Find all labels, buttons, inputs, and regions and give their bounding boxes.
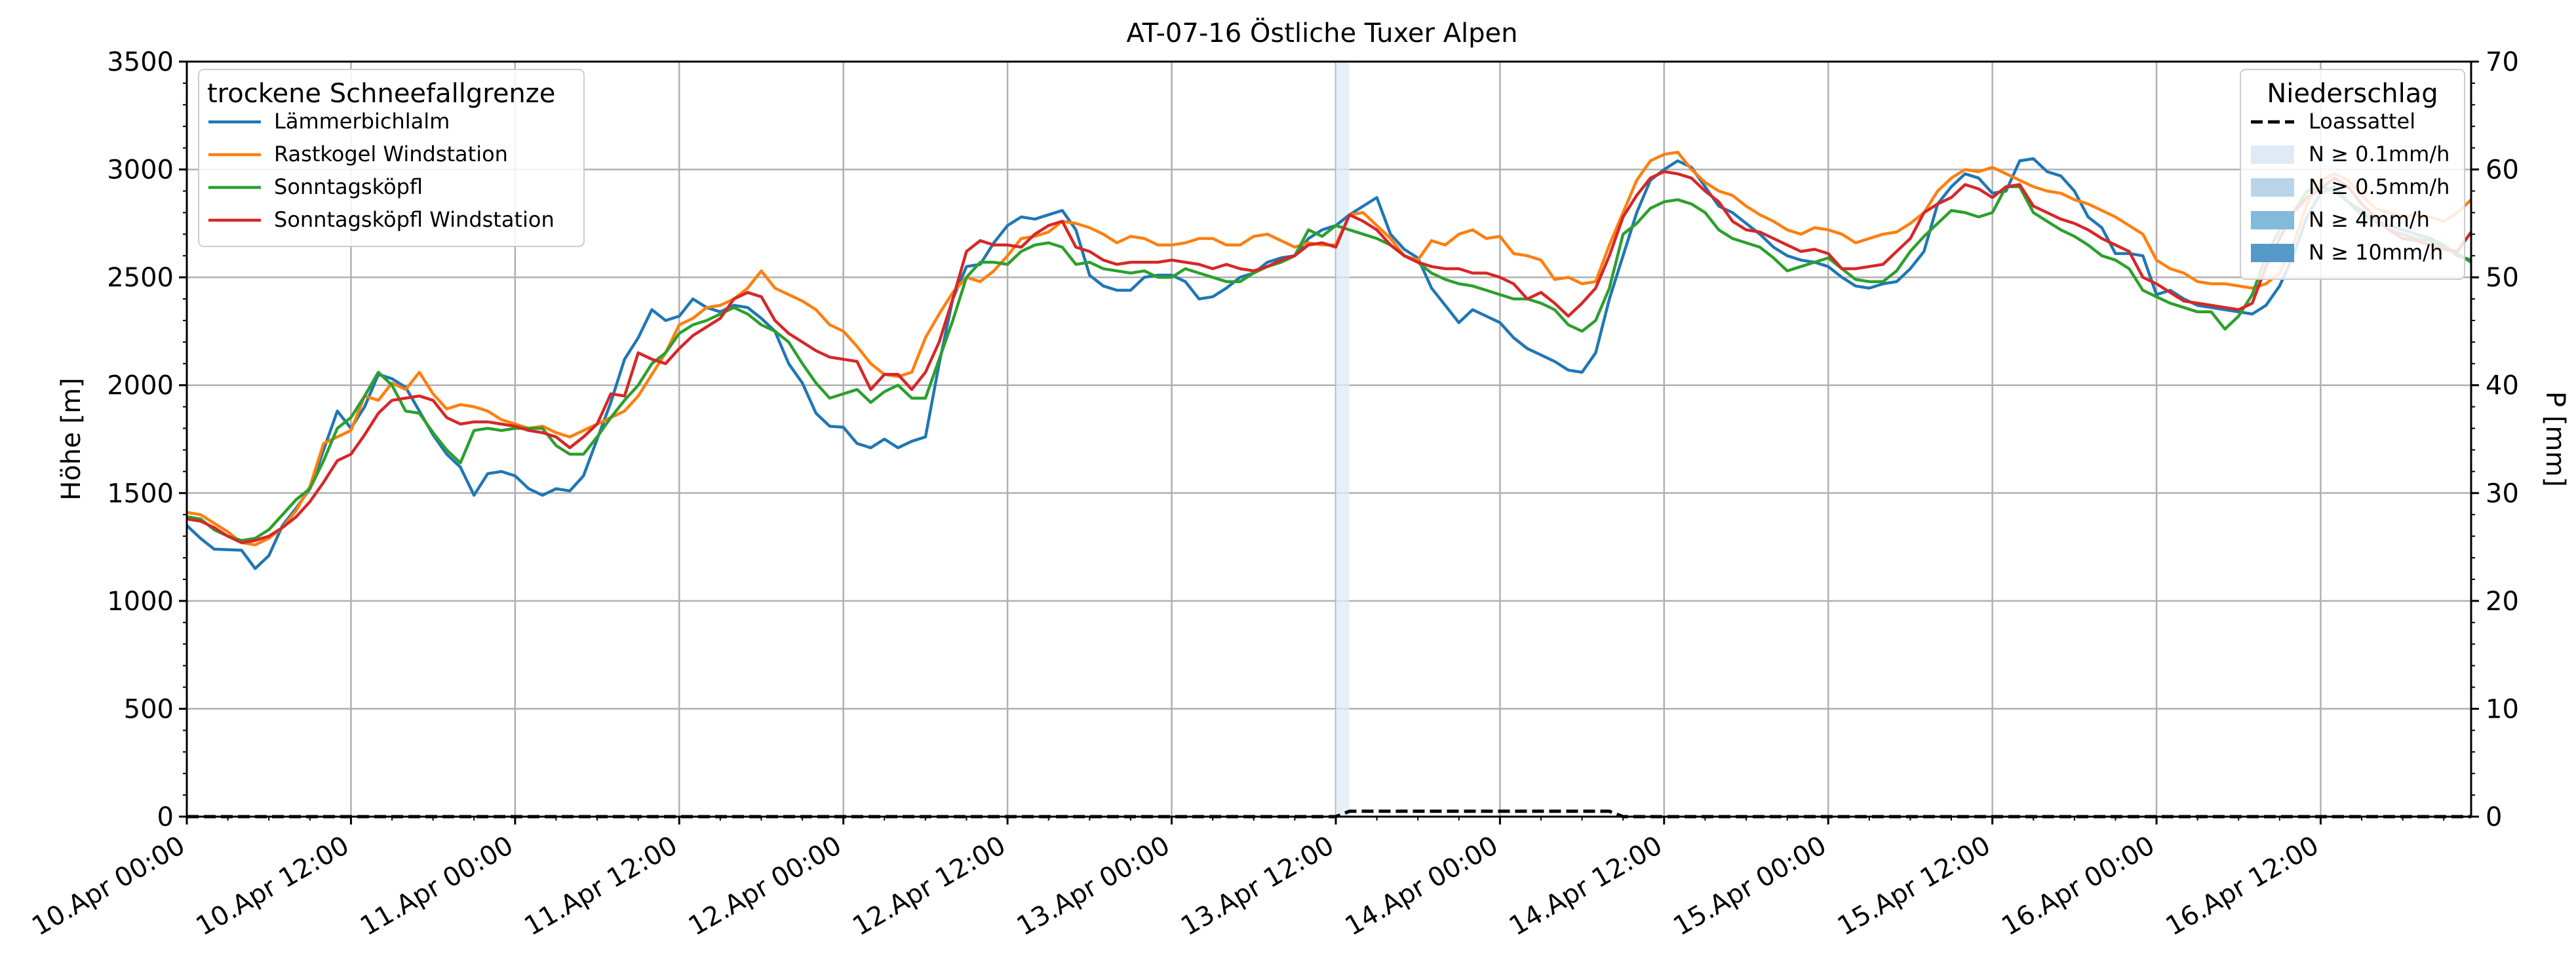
y2-tick-label-1: 10 [2486,694,2519,724]
x-tick-label-9: 14.Apr 12:00 [1504,830,1668,942]
y2-tick-label-5: 50 [2486,263,2519,293]
y-tick-label-3: 1500 [107,478,174,509]
legend-precipitation-box [2240,69,2465,280]
x-tick-label-3: 11.Apr 12:00 [519,830,682,942]
y-tick-label-0: 0 [157,802,174,832]
y-tick-label-1: 500 [124,694,174,724]
legend-swatch-band-3 [2251,211,2294,229]
x-tick-label-1: 10.Apr 12:00 [191,830,355,942]
legend-label-precip-2: N ≥ 0.5mm/h [2309,174,2449,199]
legend-swatch-band-2 [2251,178,2294,197]
plot-frame [185,60,2472,818]
legend-precipitation-title: Niederschlag [2267,79,2438,109]
legend-swatch-band-4 [2251,244,2294,262]
y2-tick-label-4: 40 [2486,371,2519,401]
series-lines [185,150,2472,570]
legend-label-series-4: Sonntagsköpfl Windstation [274,207,555,232]
x-tick-label-11: 15.Apr 12:00 [1833,830,1996,942]
x-tick-label-12: 16.Apr 00:00 [1997,830,2160,942]
y-tick-label-5: 2500 [107,263,174,293]
y2-tick-label-0: 0 [2486,802,2502,832]
legend-precipitation: Niederschlag Loassattel N ≥ 0.1mm/h N ≥ 0.… [2240,69,2465,280]
series-line-3 [186,185,2472,542]
y-tick-label-4: 2000 [107,371,174,401]
x-tick-label-8: 14.Apr 00:00 [1340,830,1503,942]
y-tick-label-2: 1000 [107,587,174,617]
legend-label-series-3: Sonntagsköpfl [274,174,423,199]
legend-label-precip-4: N ≥ 10mm/h [2309,240,2443,265]
x-tick-label-10: 15.Apr 00:00 [1668,830,1831,942]
y2-tick-label-2: 20 [2486,587,2519,617]
y-tick-label-7: 3500 [107,47,174,77]
legend-snowline: trockene Schneefallgrenze Lämmerbichlalm… [198,69,585,247]
x-tick-label-7: 13.Apr 12:00 [1176,830,1339,942]
legend-snowline-box [198,69,585,247]
x-tick-label-0: 10.Apr 00:00 [27,830,190,942]
grid-lines [185,60,2471,818]
x-tick-label-4: 12.Apr 00:00 [684,830,847,942]
axes [185,60,2472,818]
legend-snowline-title: trockene Schneefallgrenze [207,79,555,109]
x-tick-label-2: 11.Apr 00:00 [355,830,518,942]
y-tick-label-6: 3000 [107,155,174,185]
legend-label-series-2: Rastkogel Windstation [274,142,508,166]
precip-band-0 [1335,62,1350,817]
chart-title: AT-07-16 Östliche Tuxer Alpen [1126,17,1517,48]
y2-tick-label-6: 60 [2486,155,2519,185]
legend-label-series-1: Lämmerbichlalm [274,109,450,134]
y-axis-label: Höhe [m] [56,378,87,500]
legend-swatch-band-1 [2251,146,2294,164]
legend-label-precip-0: Loassattel [2309,109,2415,134]
x-tick-label-13: 16.Apr 12:00 [2161,830,2324,942]
legend-label-precip-3: N ≥ 4mm/h [2309,207,2430,232]
series-line-4 [186,170,2472,545]
y2-tick-label-3: 30 [2486,478,2519,509]
precipitation-bands [1335,62,1350,817]
x-tick-label-5: 12.Apr 12:00 [848,830,1011,942]
series-line-1 [185,157,2472,570]
legend-label-precip-1: N ≥ 0.1mm/h [2309,142,2449,166]
x-tick-label-6: 13.Apr 00:00 [1012,830,1175,942]
y2-tick-label-7: 70 [2486,47,2519,77]
y2-axis-label: P [mm] [2540,391,2570,487]
